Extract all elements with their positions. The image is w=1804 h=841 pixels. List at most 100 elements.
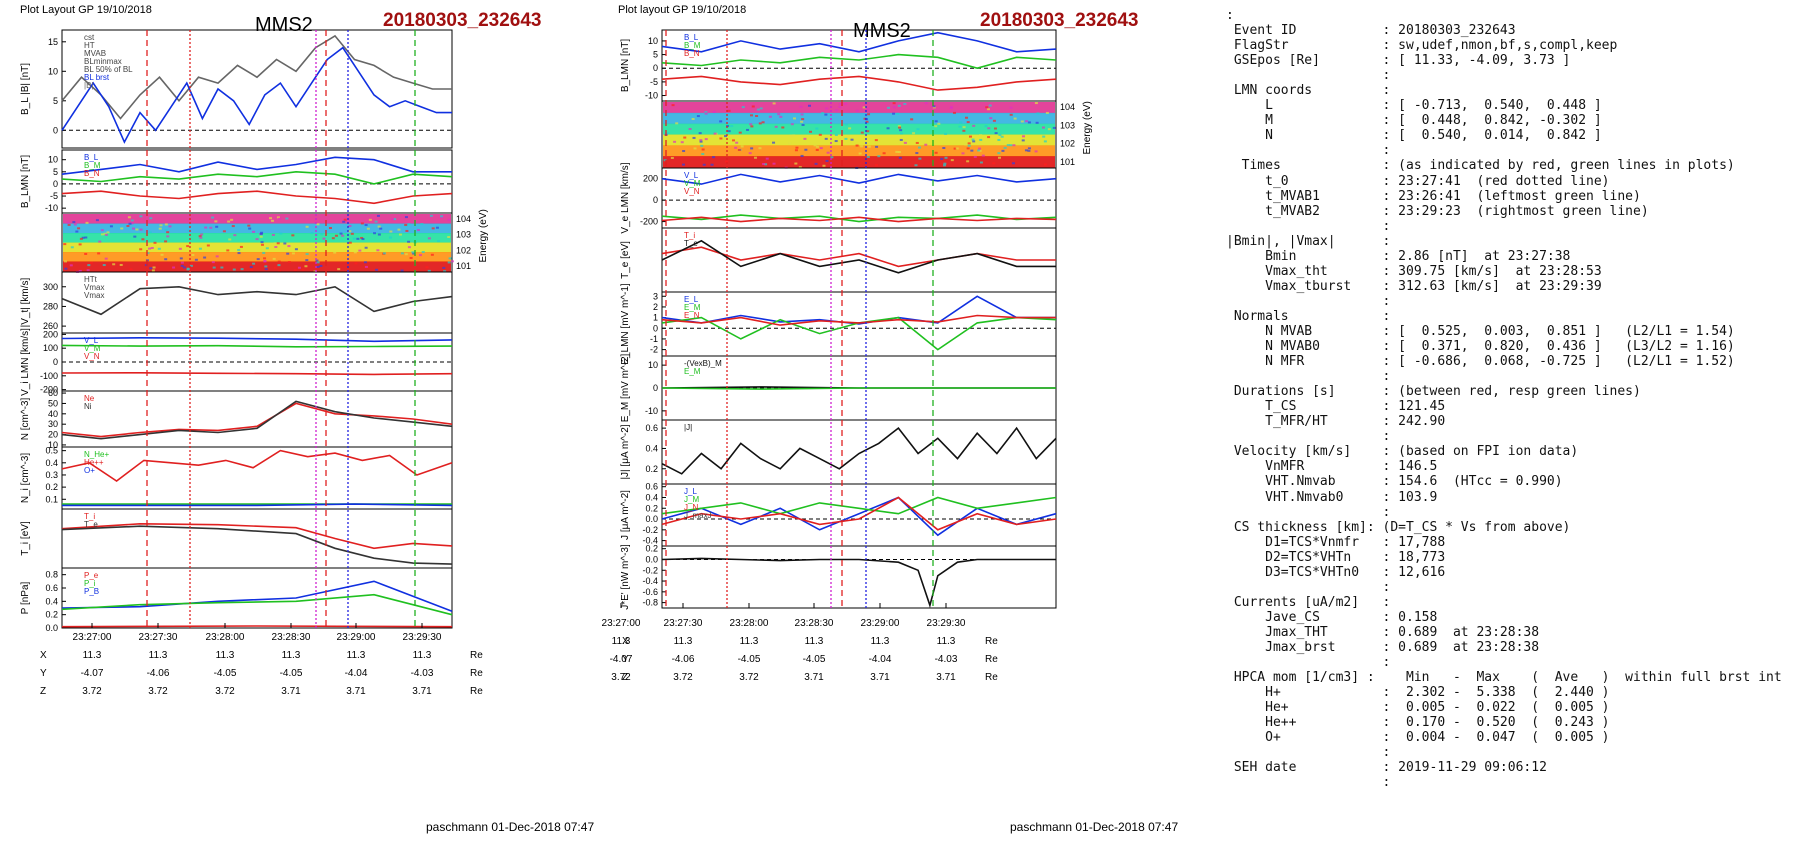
spectrogram-cell [804, 148, 808, 151]
spectrogram-cell [698, 132, 702, 135]
spectrogram-cell [800, 113, 804, 116]
y-tick-label: 5 [53, 96, 58, 106]
spectrogram-cell [189, 264, 193, 267]
right-plot-header: Plot layout GP 19/10/2018 [618, 4, 747, 16]
spectrogram-cell [377, 233, 381, 236]
position-value: 11.3 [612, 636, 631, 647]
spectrogram-cell [418, 254, 422, 257]
series-v-l [61, 336, 453, 343]
spectrogram-cell [104, 233, 108, 236]
spectrogram-cell [447, 236, 451, 239]
y-axis-label: |V_t| [km/s] [20, 277, 31, 327]
position-value: -4.03 [411, 668, 434, 679]
summary-line: Currents [uA/m2] : [1233, 594, 1391, 610]
position-value: 3.72 [148, 686, 168, 697]
summary-line: : [1382, 68, 1391, 84]
legend-entry: BL brst [84, 73, 110, 82]
spectrogram-cell [826, 151, 830, 154]
left-footer: paschmann 01-Dec-2018 07:47 [426, 820, 595, 834]
legend-entry: Vmax [84, 283, 104, 292]
y-tick-label: 40 [48, 409, 58, 419]
spectrogram-cell [98, 240, 102, 243]
spectrogram-cell [440, 215, 444, 218]
spectrogram-cell [133, 235, 137, 238]
spectrogram-cell [164, 258, 168, 261]
spectrogram-cell [100, 229, 104, 232]
spectrogram-cell [862, 106, 866, 109]
spectrogram-band [63, 233, 451, 243]
spectrogram-cell [867, 145, 871, 148]
y-axis-label: T_e [eV] [620, 241, 631, 279]
left-plot-header: Plot Layout GP 19/10/2018 [20, 4, 152, 16]
spectrogram-cell [356, 237, 360, 240]
legend-entry: P_B [84, 587, 99, 596]
spectrogram-cell [404, 216, 408, 219]
series-e-m [661, 387, 1056, 390]
spectrogram-band [63, 214, 451, 224]
spectrogram-cell [675, 122, 679, 125]
spectrogram-cell [865, 122, 869, 125]
spectrogram-cell [795, 146, 799, 149]
spectrogram-cell [920, 140, 924, 143]
position-unit: Re [470, 650, 483, 661]
spectrogram-cell [737, 148, 741, 151]
y-tick-label: 200 [43, 329, 58, 339]
spectrogram-cell [971, 138, 975, 141]
spectrogram-cell [203, 256, 207, 259]
spectrogram-cell [950, 105, 954, 108]
spectrogram-cell [313, 270, 317, 273]
spectrogram-cell [264, 265, 268, 268]
position-value: 3.72 [82, 686, 102, 697]
y-tick-label: 10 [648, 360, 658, 370]
spectrogram-cell [1027, 149, 1031, 152]
legend-entry: V_M [84, 344, 101, 353]
summary-line: D3=TCS*VHTn0 : 12,616 [1265, 564, 1446, 580]
spectrogram-cell [850, 138, 854, 141]
spectrogram-cell [726, 124, 730, 127]
spectrogram-cell [944, 156, 948, 159]
spectrogram-cell [749, 114, 753, 117]
legend-entry: P_i [84, 579, 96, 588]
panel-ve: -200 0 200 V_LV_MV_N V_e LMN [km/s] [620, 162, 1057, 234]
spectrogram-cell [304, 265, 308, 268]
spectrogram-cell [151, 269, 155, 272]
summary-line: VnMFR : 146.5 [1265, 459, 1438, 475]
y-tick-label: 0.0 [45, 623, 58, 633]
series-p-e [61, 625, 453, 628]
spectrogram-cell [943, 164, 947, 167]
spectrogram-cell [824, 113, 828, 116]
panel-frame [661, 29, 1057, 102]
spectrogram-cell [354, 262, 358, 265]
series--v- [61, 285, 453, 316]
spectrogram-cell [830, 156, 834, 159]
spectrogram-cell [777, 113, 781, 116]
y-tick-label: 0.2 [645, 503, 658, 513]
spectrogram-cell [416, 229, 420, 232]
spectrogram-cell [260, 241, 264, 244]
spectrogram-cell [730, 125, 734, 128]
spectrogram-cell [119, 263, 123, 266]
spectrogram-cell [750, 125, 754, 128]
spectrogram-cell [291, 252, 295, 255]
spectrogram-cell [964, 143, 968, 146]
spectrogram-cell [692, 136, 696, 139]
spectrogram-cell [249, 266, 253, 269]
spectrogram-cell [967, 142, 971, 145]
spectrogram-cell [427, 237, 431, 240]
position-row-label: Y [40, 668, 47, 679]
summary-line: N MVAB : [ 0.525, 0.003, 0.851 ] (L2/L1 … [1265, 323, 1735, 339]
y-tick-label: 15 [48, 37, 58, 47]
position-unit: Re [985, 654, 998, 665]
panel-p: 0.0 0.2 0.4 0.6 0.8 P_eP_iP_B P [nPa] [20, 567, 453, 633]
summary-line: He+ : 0.005 - 0.022 ( 0.005 ) [1265, 700, 1610, 716]
spectrogram-cell [934, 137, 938, 140]
spectrogram-cell [198, 235, 202, 238]
y-tick-label: 10 [48, 155, 58, 165]
y-tick-label: -0.8 [642, 598, 658, 608]
spectrogram-cell [353, 251, 357, 254]
position-row-label: X [622, 636, 629, 647]
summary-line: t_MVAB1 : 23:26:41 (leftmost green line) [1265, 188, 1641, 204]
position-row-label: X [40, 650, 47, 661]
spectrogram-cell [180, 261, 184, 264]
